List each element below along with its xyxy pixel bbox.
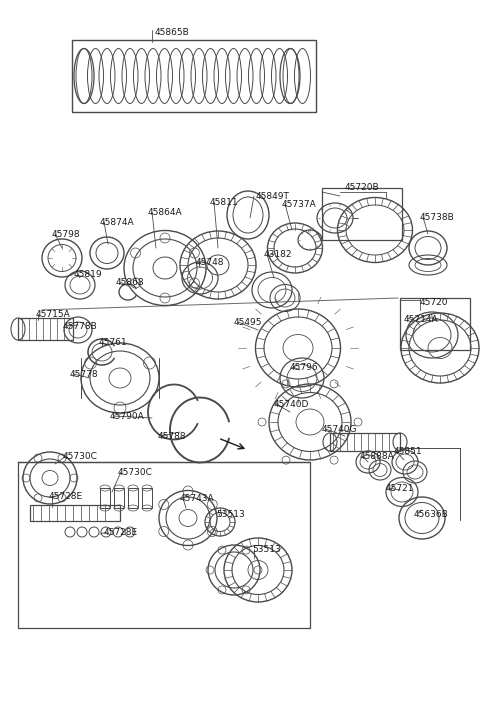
Text: 45888A: 45888A — [360, 452, 395, 461]
Bar — [128, 488, 138, 508]
Text: 45720: 45720 — [420, 298, 448, 307]
Text: 45740D: 45740D — [274, 400, 310, 409]
Text: 45868: 45868 — [116, 278, 144, 287]
Text: 45728E: 45728E — [49, 492, 83, 501]
Text: 45720B: 45720B — [345, 183, 380, 192]
Text: 45790A: 45790A — [110, 412, 145, 421]
Text: 45730C: 45730C — [63, 452, 98, 461]
Text: 45714A: 45714A — [404, 315, 439, 324]
Text: 45715A: 45715A — [36, 310, 71, 319]
Text: 45778B: 45778B — [63, 322, 98, 331]
Text: 45778: 45778 — [70, 370, 98, 379]
Text: 45865B: 45865B — [155, 28, 190, 37]
Text: 45740G: 45740G — [322, 425, 358, 434]
Text: 45721: 45721 — [386, 484, 415, 493]
Bar — [322, 188, 402, 240]
Text: 43182: 43182 — [264, 250, 292, 259]
Text: 45851: 45851 — [394, 447, 422, 456]
Bar — [72, 40, 316, 112]
Text: 45874A: 45874A — [100, 218, 134, 227]
Text: 45737A: 45737A — [282, 200, 317, 209]
Text: 45849T: 45849T — [256, 192, 290, 201]
Text: 45819: 45819 — [74, 270, 103, 279]
Bar — [330, 433, 400, 451]
Bar — [114, 488, 124, 508]
Bar — [142, 488, 152, 508]
Text: 53513: 53513 — [216, 510, 245, 519]
Text: 45636B: 45636B — [414, 510, 449, 519]
Text: 45864A: 45864A — [148, 208, 182, 217]
Bar — [400, 298, 470, 350]
Text: 53513: 53513 — [252, 545, 281, 554]
Text: 45743A: 45743A — [180, 494, 215, 503]
Bar — [18, 318, 73, 340]
Text: 45811: 45811 — [210, 198, 239, 207]
Bar — [100, 488, 110, 508]
Text: 45728E: 45728E — [104, 528, 138, 537]
Text: 45788: 45788 — [158, 432, 187, 441]
Text: 45798: 45798 — [52, 230, 81, 239]
Text: 45748: 45748 — [196, 258, 225, 267]
Bar — [30, 505, 120, 521]
Text: 45730C: 45730C — [118, 468, 153, 477]
Text: 45761: 45761 — [99, 338, 128, 347]
Text: 45796: 45796 — [290, 363, 319, 372]
Text: 45738B: 45738B — [420, 213, 455, 222]
Text: 45495: 45495 — [234, 318, 263, 327]
